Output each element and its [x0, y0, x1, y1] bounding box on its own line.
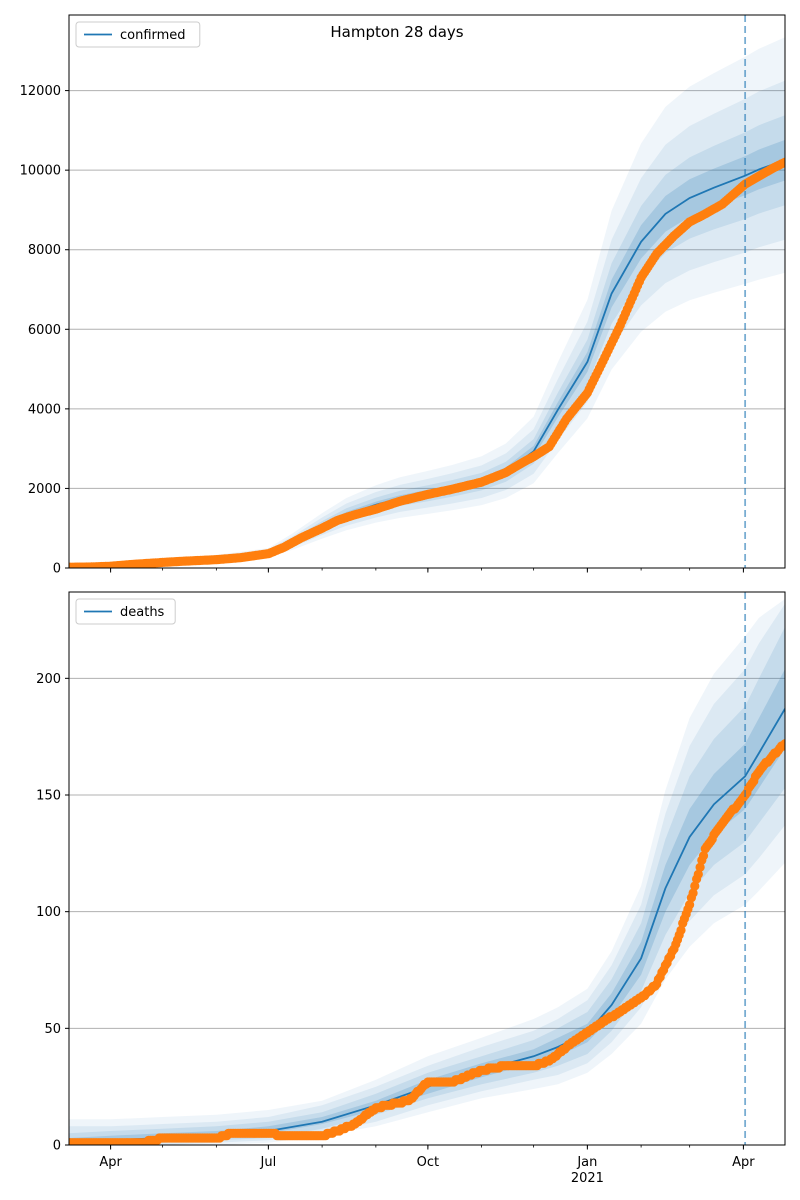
legend-label: deaths: [120, 605, 165, 620]
y-tick-label: 8000: [28, 243, 61, 258]
observed-point: [685, 900, 695, 910]
y-tick-label: 0: [53, 1139, 61, 1154]
y-tick-label: 10000: [20, 164, 61, 179]
axes-frame: [68, 591, 786, 1146]
uncertainty-band: [69, 599, 785, 1145]
observed-point: [695, 862, 705, 872]
y-tick-label: 200: [36, 672, 61, 687]
axes-frame: [68, 14, 786, 569]
observed-point: [688, 888, 698, 898]
confirmed-panel: 0 2000 4000 6000 8000 10000 12000 confirmed: [20, 14, 786, 577]
x-tick-label: Jul: [260, 1155, 277, 1170]
legend-box: [75, 21, 201, 48]
figure-title: Hampton 28 days: [330, 23, 463, 41]
x-tick-label: Apr: [732, 1155, 755, 1170]
x-tick-label: Oct: [417, 1155, 439, 1170]
y-grid: [69, 90, 785, 569]
y-tick-label: 2000: [28, 482, 61, 497]
observed-point: [676, 925, 686, 935]
observed-point: [698, 851, 709, 861]
legend-label: confirmed: [120, 28, 186, 43]
observed-points: [69, 157, 785, 568]
y-tick-label: 100: [36, 905, 61, 920]
observed-point: [693, 869, 703, 879]
legend: confirmed: [75, 21, 201, 48]
y-tick-label: 6000: [28, 323, 61, 338]
uncertainty-band: [69, 80, 785, 568]
y-tick-label: 50: [44, 1022, 61, 1037]
x-tick-label: Apr: [99, 1155, 122, 1170]
legend-box: [75, 598, 176, 625]
y-tick-label: 12000: [20, 84, 61, 99]
x-tick-year-label: 2021: [571, 1171, 604, 1186]
observed-points: [69, 739, 785, 1145]
y-tick-label: 0: [53, 562, 61, 577]
y-tick-label: 4000: [28, 402, 61, 417]
uncertainty-band: [69, 139, 785, 568]
legend: deaths: [75, 598, 176, 625]
uncertainty-band: [69, 115, 785, 568]
y-tick-label: 150: [36, 789, 61, 804]
observed-point: [690, 881, 700, 891]
observed-point: [780, 157, 785, 167]
uncertainty-band: [69, 37, 785, 568]
x-tick-label: Jan: [576, 1155, 597, 1170]
uncertainty-band: [69, 603, 785, 1145]
observed-point: [780, 739, 785, 749]
